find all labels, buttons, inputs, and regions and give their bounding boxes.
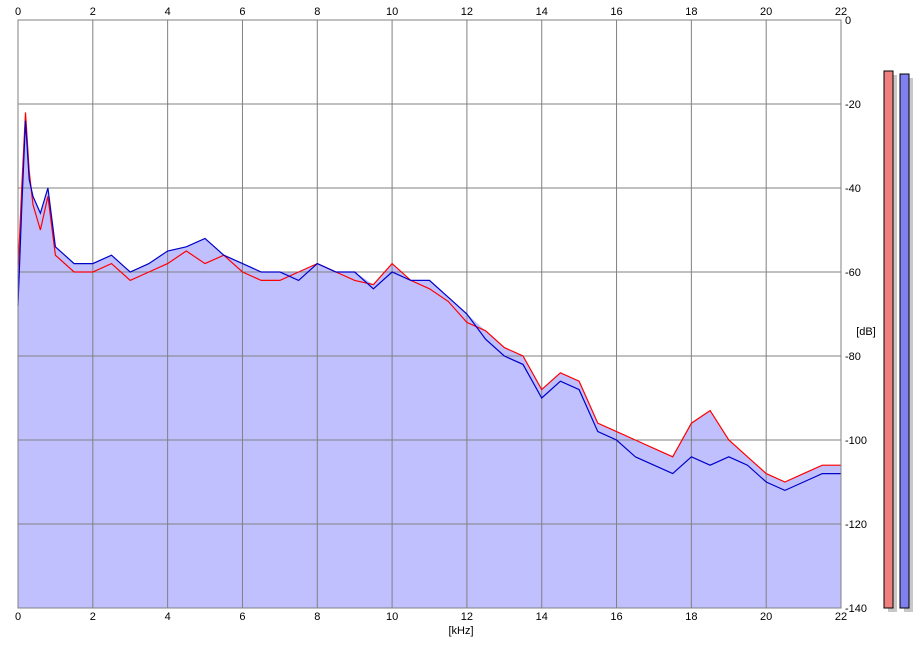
spectrum-lines — [17, 112, 841, 492]
x-tick-label-bottom: 6 — [239, 611, 245, 623]
x-axis-bottom: 0 2 4 6 8 10 12 14 16 18 20 22 — [15, 611, 847, 623]
x-tick-label-top: 16 — [610, 6, 622, 18]
x-tick-label-bottom: 4 — [165, 611, 171, 623]
y-tick-label: -80 — [845, 351, 861, 363]
x-tick-label-bottom: 10 — [386, 611, 398, 623]
x-tick-label-top: 2 — [90, 6, 96, 18]
x-tick-label-bottom: 22 — [835, 611, 847, 623]
x-axis-top: 0 2 4 6 8 10 12 14 16 18 20 22 — [15, 6, 847, 18]
x-tick-label-top: 18 — [685, 6, 697, 18]
x-tick-label-top: 8 — [314, 6, 320, 18]
x-tick-label-top: 20 — [760, 6, 772, 18]
left-channel-line — [17, 112, 841, 483]
x-tick-label-top: 4 — [165, 6, 171, 18]
y-tick-label: -40 — [845, 183, 861, 195]
spectrum-fill-area — [18, 112, 841, 609]
y-tick-label: -100 — [845, 435, 867, 447]
x-tick-label-bottom: 12 — [461, 611, 473, 623]
x-tick-label-bottom: 0 — [15, 611, 21, 623]
x-tick-label-bottom: 14 — [536, 611, 548, 623]
right-channel-line — [17, 120, 841, 492]
x-tick-label-top: 6 — [239, 6, 245, 18]
spectrum-fill-layer — [18, 112, 841, 609]
meter-left-bar — [883, 70, 894, 609]
y-axis-right: 0 -20 -40 -60 -80 -100 -120 -140 — [845, 15, 867, 615]
y-axis-label: [dB] — [856, 326, 876, 338]
x-tick-label-bottom: 8 — [314, 611, 320, 623]
x-tick-label-top: 14 — [536, 6, 548, 18]
x-tick-label-bottom: 2 — [90, 611, 96, 623]
y-tick-label: -120 — [845, 519, 867, 531]
meter-right-bar — [899, 73, 910, 609]
x-tick-label-bottom: 16 — [610, 611, 622, 623]
x-tick-label-bottom: 18 — [685, 611, 697, 623]
y-tick-label: -20 — [845, 99, 861, 111]
x-axis-label: [kHz] — [448, 625, 473, 637]
y-tick-label: -140 — [845, 603, 867, 615]
y-tick-label: -60 — [845, 267, 861, 279]
x-tick-label-top: 12 — [461, 6, 473, 18]
x-tick-label-top: 22 — [835, 6, 847, 18]
y-tick-label: 0 — [845, 15, 851, 27]
x-tick-label-top: 10 — [386, 6, 398, 18]
plot-border — [17, 19, 842, 609]
gridlines — [17, 19, 842, 609]
level-meters — [883, 70, 913, 612]
x-tick-label-bottom: 20 — [760, 611, 772, 623]
x-tick-label-top: 0 — [15, 6, 21, 18]
